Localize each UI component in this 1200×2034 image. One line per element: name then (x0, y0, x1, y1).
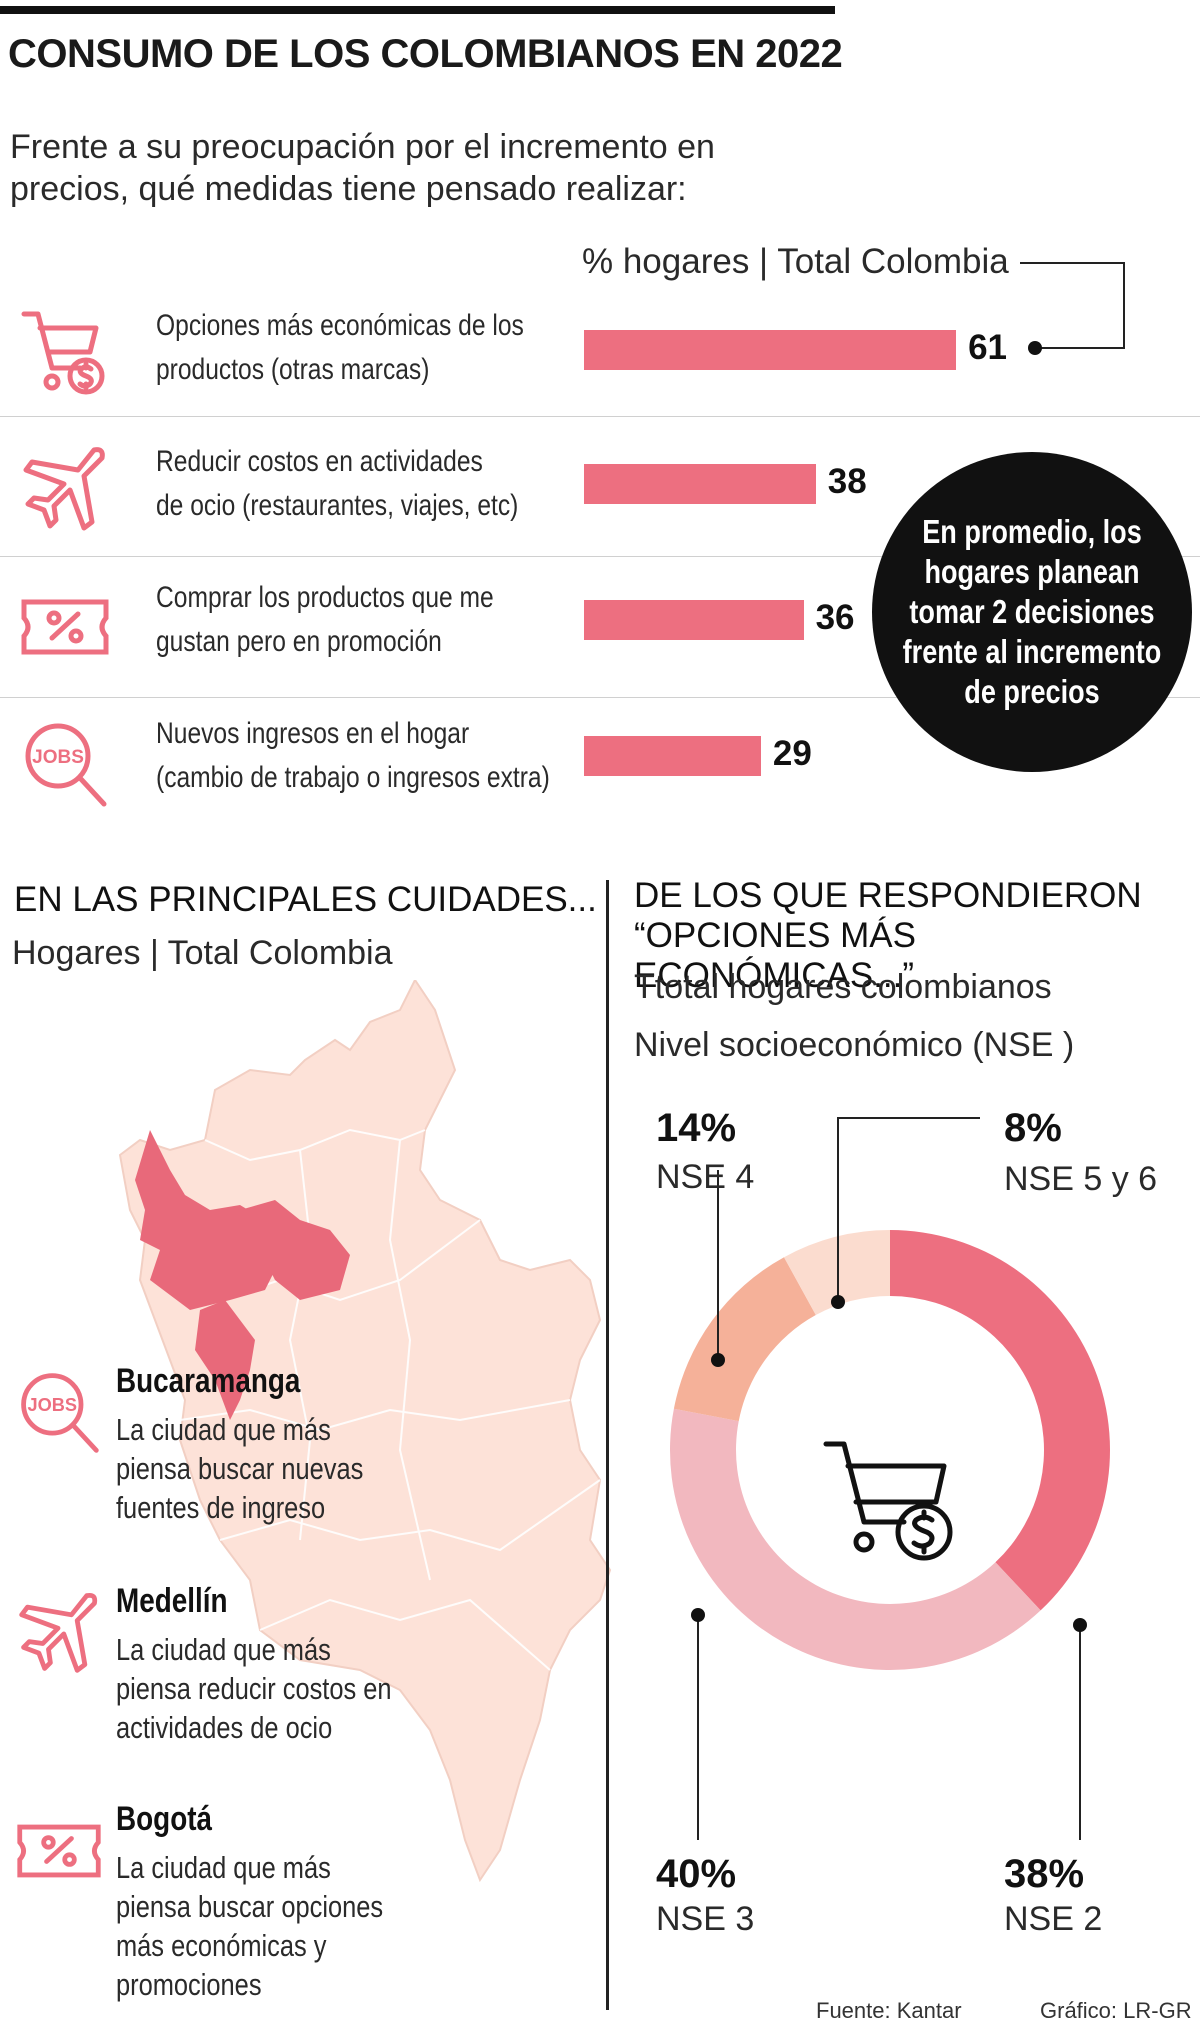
donut-subtitle: Ttotal hogares colombianos (634, 968, 1052, 1006)
map-section-subtitle: Hogares | Total Colombia (12, 934, 393, 972)
jobs-search-icon: JOBS (18, 718, 112, 812)
svg-text:JOBS: JOBS (32, 747, 84, 768)
slice-label-nse56-pct: 8% (1004, 1106, 1062, 1150)
question-text: Frente a su preocupación por el incremen… (10, 128, 715, 208)
city-name-medellin: Medellín (116, 1582, 228, 1620)
row-label: Reducir costos en actividades (156, 445, 483, 478)
bar-value: 61 (968, 328, 1008, 367)
airplane-icon (18, 442, 112, 536)
shopping-cart-dollar-icon (18, 308, 112, 402)
colombia-map (118, 980, 612, 1883)
source-text: Fuente: Kantar (816, 1998, 962, 2023)
row-divider (0, 416, 1200, 417)
row-label: Nuevos ingresos en el hogar (156, 717, 470, 750)
unit-connector-line (1020, 262, 1125, 355)
slice-label-nse3-pct: 40% (656, 1852, 737, 1896)
row-label: (cambio de trabajo o ingresos extra) (156, 761, 550, 794)
credit-text: Gráfico: LR-GR (1040, 1998, 1192, 2023)
slice-label-nse4-pct: 14% (656, 1106, 737, 1150)
colombia-map-outline (118, 980, 612, 1883)
jobs-search-icon: JOBS (14, 1368, 104, 1458)
city-description: La ciudad que más piensa buscar opciones… (116, 1850, 384, 2002)
row-label: productos (otras marcas) (156, 353, 430, 386)
callout-text: En promedio, los hogares planean tomar 2… (902, 513, 1162, 710)
page-title: CONSUMO DE LOS COLOMBIANOS EN 2022 (8, 32, 843, 76)
city-description: La ciudad que más piensa reducir costos … (116, 1632, 392, 1745)
leader-nse5-6-dot (831, 1295, 845, 1309)
city-name-bucaramanga: Bucaramanga (116, 1362, 301, 1400)
leader-nse2-dot (1073, 1618, 1087, 1632)
medellin-region-highlight (135, 1130, 280, 1310)
bar-value: 38 (827, 462, 867, 501)
slice-label-nse56: NSE 5 y 6 (1004, 1160, 1158, 1198)
donut-subtitle-nse: Nivel socioeconómico (NSE ) (634, 1026, 1075, 1064)
discount-ticket-icon (18, 580, 112, 674)
city-name-bogota: Bogotá (116, 1800, 213, 1838)
bar-opciones-economicas (584, 330, 957, 370)
slice-label-nse3: NSE 3 (656, 1900, 755, 1938)
bar-reducir-ocio (584, 464, 816, 504)
row-label: Opciones más económicas de los (156, 309, 524, 342)
bar-nuevos-ingresos (584, 736, 761, 776)
bucaramanga-region-highlight (240, 1200, 350, 1300)
average-decisions-callout: En promedio, los hogares planean tomar 2… (872, 452, 1192, 772)
leader-nse5-6 (837, 1117, 980, 1302)
row-label: gustan pero en promoción (156, 625, 442, 658)
row-divider (0, 697, 1200, 698)
bar-promocion (584, 600, 804, 640)
shopping-cart-dollar-icon (823, 1441, 953, 1561)
bar-value: 29 (772, 734, 812, 773)
donut-slice-nse2 (890, 1230, 1110, 1611)
discount-ticket-icon (14, 1806, 104, 1896)
donut-slice-nse3 (670, 1408, 1041, 1670)
bar-value: 36 (815, 598, 855, 637)
row-divider (0, 556, 1200, 557)
donut-section-title: DE LOS QUE RESPONDIERON “OPCIONES MÁS EC… (634, 876, 1142, 995)
svg-text:JOBS: JOBS (28, 1395, 78, 1415)
section-divider (606, 880, 609, 2010)
leader-nse4-dot (711, 1353, 725, 1367)
airplane-icon (14, 1588, 104, 1678)
slice-label-nse2-pct: 38% (1004, 1852, 1085, 1896)
donut-slice-nse4 (673, 1257, 816, 1422)
map-department-borders (159, 1128, 601, 1671)
slice-label-nse4: NSE 4 (656, 1158, 755, 1196)
bogota-region-highlight (195, 1300, 255, 1420)
city-description: La ciudad que más piensa buscar nuevas f… (116, 1412, 364, 1525)
leader-nse3-dot (691, 1608, 705, 1622)
row-label: de ocio (restaurantes, viajes, etc) (156, 489, 519, 522)
row-label: Comprar los productos que me (156, 581, 494, 614)
map-section-title: EN LAS PRINCIPALES CUIDADES... (14, 880, 597, 919)
chart-unit-label: % hogares | Total Colombia (582, 242, 1009, 281)
slice-label-nse2: NSE 2 (1004, 1900, 1103, 1938)
top-rule (0, 6, 835, 14)
nse-donut-chart (670, 1117, 1110, 1840)
